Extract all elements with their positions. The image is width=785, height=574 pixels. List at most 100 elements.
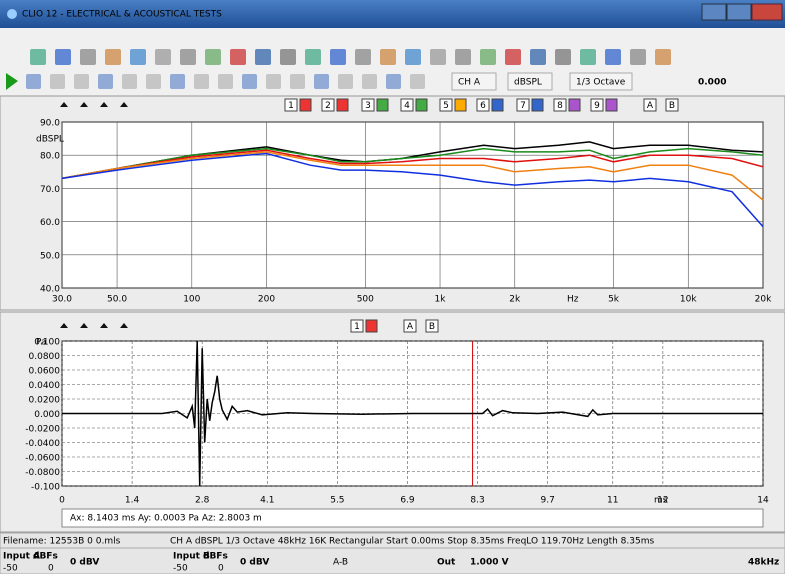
trace-button[interactable] [590, 98, 604, 112]
toolbar-button[interactable] [380, 49, 396, 65]
toolbar-button[interactable] [630, 49, 646, 65]
trace-color [491, 98, 504, 112]
toolbar-button[interactable] [480, 49, 496, 65]
trace-color [531, 98, 544, 112]
toolbar-button[interactable] [280, 49, 296, 65]
x-tick-label: 4.1 [260, 496, 274, 506]
toolbar-button[interactable] [305, 49, 321, 65]
toolbar-button[interactable] [555, 49, 571, 65]
toolbar-button[interactable] [170, 74, 185, 89]
toolbar-button[interactable] [242, 74, 257, 89]
plot-area [61, 121, 764, 289]
trace-button[interactable] [284, 98, 298, 112]
toolbar-button[interactable] [122, 74, 137, 89]
y-tick-label: -0.0600 [25, 454, 60, 464]
nav-arrow[interactable] [60, 323, 68, 328]
series-line [61, 147, 764, 180]
toolbar-button[interactable] [80, 49, 96, 65]
trace-button[interactable] [403, 319, 417, 333]
toolbar-button[interactable] [26, 74, 41, 89]
channel-button[interactable] [451, 72, 497, 91]
unit-button[interactable] [507, 72, 553, 91]
trace-button-label: 1 [288, 101, 294, 111]
toolbar-button[interactable] [290, 74, 305, 89]
toolbar-button[interactable] [386, 74, 401, 89]
toolbar-button[interactable] [155, 49, 171, 65]
minimize-button[interactable] [701, 3, 727, 21]
run-button[interactable] [6, 73, 18, 90]
meter-max: 0 [218, 564, 224, 574]
trace-button[interactable] [476, 98, 490, 112]
toolbar-button[interactable] [605, 49, 621, 65]
trace-button[interactable] [425, 319, 439, 333]
toolbar-button[interactable] [430, 49, 446, 65]
nav-arrow[interactable] [80, 102, 88, 107]
toolbar-button[interactable] [266, 74, 281, 89]
toolbar-button[interactable] [180, 49, 196, 65]
toolbar-button[interactable] [362, 74, 377, 89]
trace-color [568, 98, 581, 112]
toolbar-button[interactable] [530, 49, 546, 65]
toolbar-button[interactable] [218, 74, 233, 89]
input-label: Input B [173, 552, 210, 562]
trace-button[interactable] [350, 319, 364, 333]
toolbar-button[interactable] [130, 49, 146, 65]
toolbar-button[interactable] [355, 49, 371, 65]
y-axis-label: Pa [36, 338, 47, 348]
toolbar-button[interactable] [74, 74, 89, 89]
toolbar-button[interactable] [55, 49, 71, 65]
toolbar-button[interactable] [50, 74, 65, 89]
toolbar-button[interactable] [30, 49, 46, 65]
toolbar-button[interactable] [230, 49, 246, 65]
trace-button[interactable] [516, 98, 530, 112]
nav-arrow[interactable] [120, 102, 128, 107]
trace-button[interactable] [643, 98, 657, 112]
toolbar-button[interactable] [580, 49, 596, 65]
toolbar-button[interactable] [410, 74, 425, 89]
x-tick-label: 200 [258, 295, 275, 305]
trace-button[interactable] [361, 98, 375, 112]
trace-color [299, 98, 312, 112]
nav-arrow[interactable] [120, 323, 128, 328]
toolbar-button[interactable] [205, 49, 221, 65]
maximize-button[interactable] [726, 3, 752, 21]
series-line [62, 340, 763, 487]
toolbar-button[interactable] [105, 49, 121, 65]
cursor-box [61, 508, 764, 528]
toolbar-button[interactable] [655, 49, 671, 65]
y-tick-label: 0.0200 [29, 396, 61, 406]
trace-button[interactable] [439, 98, 453, 112]
y-axis-label: dBSPL [36, 135, 64, 145]
toolbar-button[interactable] [455, 49, 471, 65]
toolbar-button[interactable] [405, 49, 421, 65]
window-title: CLIO 12 - ELECTRICAL & ACOUSTICAL TESTS [22, 10, 222, 20]
toolbar-button[interactable] [98, 74, 113, 89]
y-tick-label: 60.0 [40, 218, 60, 228]
toolbar-button[interactable] [194, 74, 209, 89]
trace-button[interactable] [400, 98, 414, 112]
x-tick-label: 5k [608, 295, 620, 305]
x-tick-label: 1.4 [125, 496, 140, 506]
toolbar-button[interactable] [338, 74, 353, 89]
input-level: 0 dBV [240, 558, 269, 568]
trace-color [365, 319, 378, 333]
meter-min: -50 [173, 564, 188, 574]
trace-button[interactable] [553, 98, 567, 112]
meter-min: -50 [3, 564, 18, 574]
nav-arrow[interactable] [60, 102, 68, 107]
toolbar-button[interactable] [505, 49, 521, 65]
out-level: 1.000 V [470, 558, 509, 568]
close-button[interactable] [751, 3, 783, 21]
smoothing-button[interactable] [569, 72, 633, 91]
toolbar-button[interactable] [330, 49, 346, 65]
x-unit-label: ms [654, 496, 668, 506]
trace-button[interactable] [321, 98, 335, 112]
trace-button[interactable] [665, 98, 679, 112]
nav-arrow[interactable] [80, 323, 88, 328]
nav-arrow[interactable] [100, 323, 108, 328]
nav-arrow[interactable] [100, 102, 108, 107]
toolbar-button[interactable] [255, 49, 271, 65]
toolbar-button[interactable] [314, 74, 329, 89]
toolbar-button[interactable] [146, 74, 161, 89]
